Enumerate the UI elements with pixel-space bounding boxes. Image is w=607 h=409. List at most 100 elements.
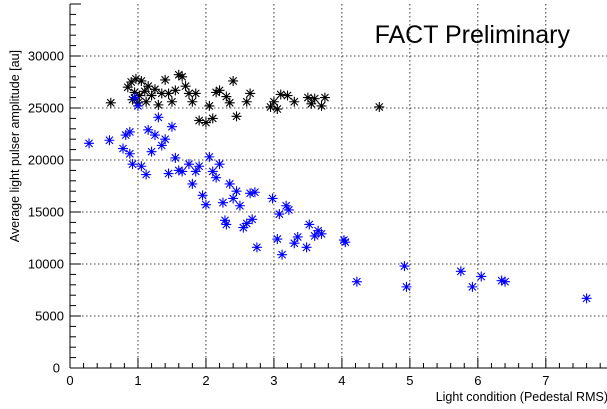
y-tick-label: 25000 (28, 101, 64, 116)
data-point-marker (187, 96, 198, 107)
data-point-marker (118, 143, 129, 154)
data-point-marker (292, 231, 303, 242)
data-point-marker (224, 178, 235, 189)
data-point-marker (84, 138, 95, 149)
data-point-marker (190, 166, 201, 177)
data-point-marker (204, 151, 215, 162)
x-tick-label: 2 (202, 373, 209, 388)
data-point-marker (251, 242, 262, 253)
data-point-marker (275, 89, 286, 100)
series-1 (105, 69, 385, 128)
data-point-marker (281, 200, 292, 211)
data-point-marker (467, 281, 478, 292)
data-point-marker (132, 100, 143, 111)
data-point-marker (141, 169, 152, 180)
data-point-marker (129, 92, 140, 103)
data-point-marker (228, 75, 239, 86)
data-point-marker (221, 219, 232, 230)
data-point-marker (282, 90, 293, 101)
data-point-marker (228, 193, 239, 204)
data-points (84, 69, 592, 304)
data-point-marker (129, 87, 140, 98)
data-point-marker (104, 135, 115, 146)
data-point-marker (306, 98, 317, 109)
data-point-marker (289, 238, 300, 249)
data-point-marker (231, 186, 242, 197)
data-point-marker (183, 88, 194, 99)
data-point-marker (149, 130, 160, 141)
data-point-marker (234, 200, 245, 211)
data-point-marker (187, 178, 198, 189)
x-tick-label: 1 (134, 373, 141, 388)
data-point-marker (301, 242, 312, 253)
data-point-marker (177, 166, 188, 177)
data-point-marker (183, 159, 194, 170)
data-point-marker (274, 209, 285, 220)
data-point-marker (130, 73, 141, 84)
data-point-marker (316, 228, 327, 239)
data-point-marker (211, 87, 222, 98)
data-point-marker (173, 165, 184, 176)
data-point-marker (374, 101, 385, 112)
axes: 0 1 2 3 4 5 6 7 0 5000 10000 15000 20000 25000 30000 (28, 3, 607, 388)
y-tick-label: 15000 (28, 205, 64, 220)
data-point-marker (245, 188, 256, 199)
data-point-marker (156, 88, 167, 99)
data-point-marker (289, 96, 300, 107)
data-point-marker (105, 97, 116, 108)
data-point-marker (207, 166, 218, 177)
data-point-marker (207, 113, 218, 124)
data-point-marker (170, 152, 181, 163)
data-point-marker (160, 74, 171, 85)
data-point-marker (316, 100, 327, 111)
data-point-marker (231, 111, 242, 122)
data-point-marker (122, 82, 133, 93)
data-point-marker (139, 86, 150, 97)
data-point-marker (219, 215, 230, 226)
data-point-marker (153, 99, 164, 110)
data-point-marker (214, 85, 225, 96)
data-point-marker (224, 97, 235, 108)
data-point-marker (267, 193, 278, 204)
data-point-marker (190, 88, 201, 99)
data-point-marker (268, 96, 279, 107)
data-point-marker (401, 281, 412, 292)
x-axis-title: Light condition (Pedestal RMS) (436, 390, 607, 404)
x-tick-label: 6 (474, 373, 481, 388)
y-tick-label: 20000 (28, 153, 64, 168)
data-point-marker (143, 81, 154, 92)
data-point-marker (166, 121, 177, 132)
y-tick-label: 5000 (35, 309, 64, 324)
data-point-marker (272, 234, 283, 245)
data-point-marker (304, 219, 315, 230)
data-point-marker (200, 199, 211, 210)
data-point-marker (136, 161, 147, 172)
grid (70, 4, 607, 368)
y-tick-label: 30000 (28, 49, 64, 64)
preliminary-annotation: FACT Preliminary (375, 21, 571, 49)
y-tick-label: 0 (53, 361, 60, 376)
data-point-marker (241, 96, 252, 107)
data-point-marker (302, 92, 313, 103)
data-point-marker (166, 96, 177, 107)
data-point-marker (241, 218, 252, 229)
data-point-marker (245, 88, 256, 99)
data-point-marker (149, 84, 160, 95)
data-point-marker (247, 214, 258, 225)
data-point-marker (238, 222, 249, 233)
data-point-marker (217, 197, 228, 208)
data-point-marker (277, 249, 288, 260)
data-point-marker (146, 146, 157, 157)
data-point-marker (153, 112, 164, 123)
data-point-marker (173, 69, 184, 80)
data-point-marker (500, 276, 511, 287)
x-tick-label: 4 (338, 373, 345, 388)
data-point-marker (272, 104, 283, 115)
data-point-marker (163, 88, 174, 99)
data-point-marker (496, 275, 507, 286)
data-point-marker (319, 92, 330, 103)
data-point-marker (204, 100, 215, 111)
data-point-marker (177, 71, 188, 82)
